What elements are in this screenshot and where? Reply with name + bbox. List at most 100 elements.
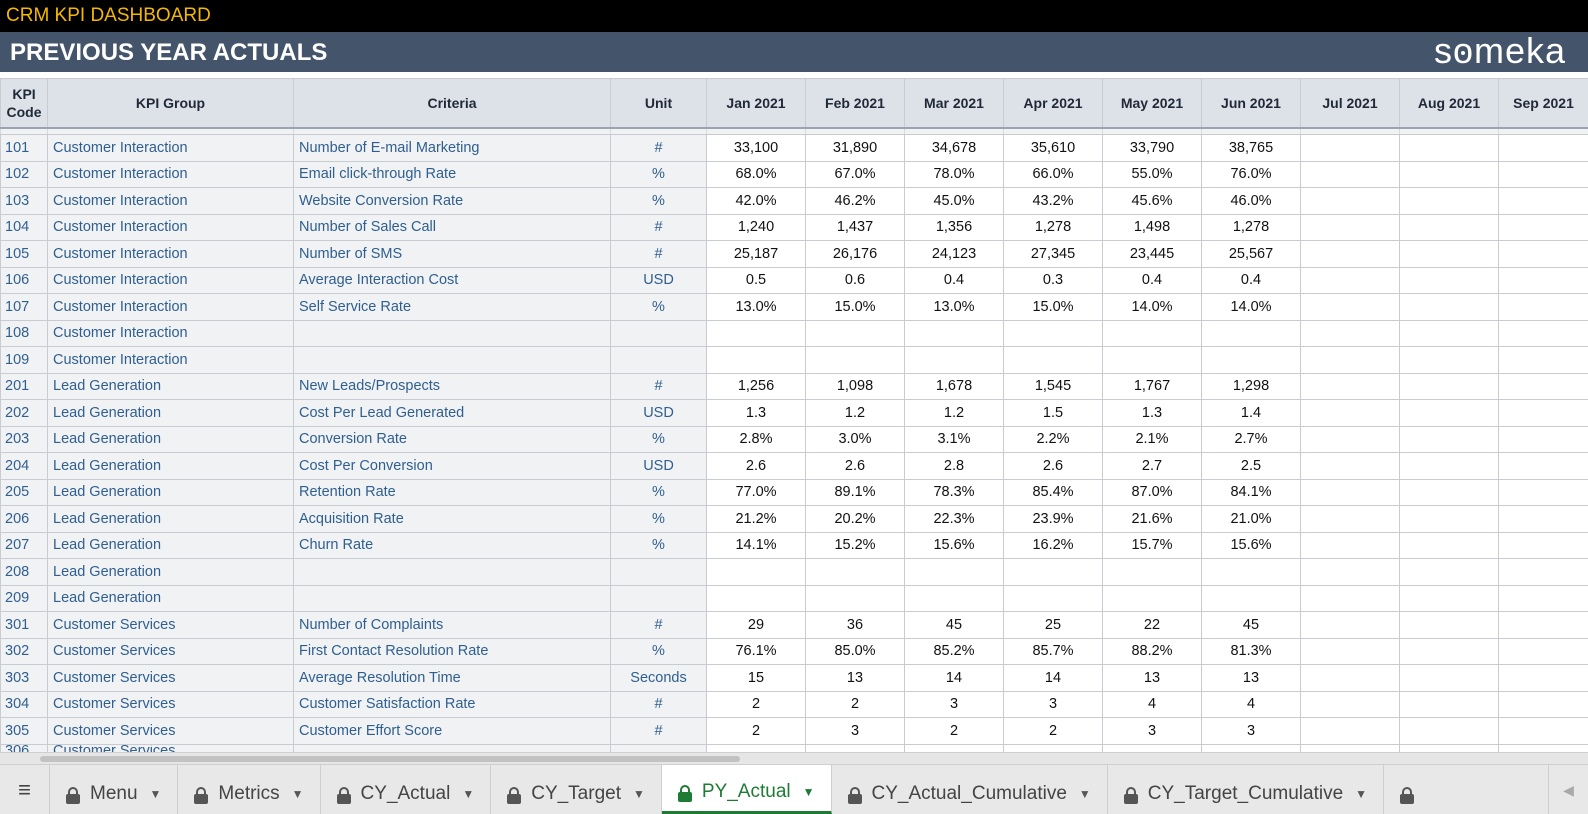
value-cell[interactable]: [706, 346, 806, 374]
criteria-cell[interactable]: Average Interaction Cost: [293, 266, 611, 294]
kpi-group-cell[interactable]: Lead Generation: [47, 505, 294, 533]
value-cell[interactable]: 2.7: [1102, 452, 1202, 480]
tab-py-actual[interactable]: PY_Actual ▼: [661, 765, 832, 814]
value-cell[interactable]: 42.0%: [706, 187, 806, 215]
value-cell[interactable]: 25: [1003, 611, 1103, 639]
value-cell[interactable]: 3.1%: [904, 425, 1004, 453]
tab-cy-target[interactable]: CY_Target ▼: [491, 765, 662, 814]
column-header[interactable]: Sep 2021: [1498, 78, 1588, 129]
value-cell[interactable]: 1.5: [1003, 399, 1103, 427]
value-cell[interactable]: 2.6: [706, 452, 806, 480]
value-cell[interactable]: [1498, 160, 1588, 188]
chevron-down-icon[interactable]: ▼: [1078, 786, 1091, 801]
value-cell[interactable]: 1,256: [706, 372, 806, 400]
chevron-down-icon[interactable]: ▼: [291, 786, 304, 801]
value-cell[interactable]: 81.3%: [1201, 637, 1301, 665]
value-cell[interactable]: [904, 743, 1004, 752]
value-cell[interactable]: [1300, 664, 1400, 692]
value-cell[interactable]: 1,278: [1003, 213, 1103, 241]
kpi-code-cell[interactable]: 107: [0, 293, 48, 321]
kpi-code-cell[interactable]: 105: [0, 240, 48, 268]
value-cell[interactable]: 45: [904, 611, 1004, 639]
kpi-group-cell[interactable]: Customer Services: [47, 743, 294, 752]
value-cell[interactable]: [1498, 293, 1588, 321]
value-cell[interactable]: 16.2%: [1003, 531, 1103, 559]
value-cell[interactable]: 45.0%: [904, 187, 1004, 215]
unit-cell[interactable]: [610, 584, 707, 612]
unit-cell[interactable]: Seconds: [610, 664, 707, 692]
value-cell[interactable]: [1399, 399, 1499, 427]
value-cell[interactable]: 1.2: [904, 399, 1004, 427]
criteria-cell[interactable]: First Contact Resolution Rate: [293, 637, 611, 665]
chevron-left-icon[interactable]: ◀: [1548, 765, 1588, 814]
value-cell[interactable]: 15.2%: [805, 531, 905, 559]
kpi-group-cell[interactable]: Customer Interaction: [47, 134, 294, 162]
value-cell[interactable]: [1399, 717, 1499, 745]
value-cell[interactable]: 1,298: [1201, 372, 1301, 400]
value-cell[interactable]: [1498, 531, 1588, 559]
value-cell[interactable]: 76.1%: [706, 637, 806, 665]
criteria-cell[interactable]: Number of SMS: [293, 240, 611, 268]
unit-cell[interactable]: #: [610, 240, 707, 268]
value-cell[interactable]: 25,187: [706, 240, 806, 268]
value-cell[interactable]: [1201, 346, 1301, 374]
kpi-group-cell[interactable]: Customer Interaction: [47, 240, 294, 268]
value-cell[interactable]: [1498, 743, 1588, 752]
value-cell[interactable]: [1498, 717, 1588, 745]
value-cell[interactable]: 13.0%: [904, 293, 1004, 321]
value-cell[interactable]: [1300, 637, 1400, 665]
value-cell[interactable]: [1399, 134, 1499, 162]
value-cell[interactable]: 13.0%: [706, 293, 806, 321]
column-header[interactable]: KPI Group: [47, 78, 294, 129]
kpi-code-cell[interactable]: 304: [0, 690, 48, 718]
value-cell[interactable]: 25,567: [1201, 240, 1301, 268]
value-cell[interactable]: 2: [706, 717, 806, 745]
value-cell[interactable]: 2.1%: [1102, 425, 1202, 453]
chevron-down-icon[interactable]: ▼: [462, 786, 475, 801]
value-cell[interactable]: [1498, 425, 1588, 453]
value-cell[interactable]: 14.0%: [1201, 293, 1301, 321]
value-cell[interactable]: 0.6: [805, 266, 905, 294]
criteria-cell[interactable]: [293, 558, 611, 586]
value-cell[interactable]: 85.2%: [904, 637, 1004, 665]
value-cell[interactable]: [706, 558, 806, 586]
unit-cell[interactable]: [610, 558, 707, 586]
value-cell[interactable]: 46.2%: [805, 187, 905, 215]
value-cell[interactable]: [1399, 690, 1499, 718]
tab-overflow[interactable]: [1384, 765, 1424, 814]
value-cell[interactable]: [805, 346, 905, 374]
value-cell[interactable]: 87.0%: [1102, 478, 1202, 506]
criteria-cell[interactable]: Self Service Rate: [293, 293, 611, 321]
value-cell[interactable]: 2.6: [1003, 452, 1103, 480]
unit-cell[interactable]: %: [610, 505, 707, 533]
value-cell[interactable]: [1003, 346, 1103, 374]
value-cell[interactable]: [1300, 187, 1400, 215]
value-cell[interactable]: 89.1%: [805, 478, 905, 506]
value-cell[interactable]: [1399, 505, 1499, 533]
kpi-group-cell[interactable]: Lead Generation: [47, 558, 294, 586]
value-cell[interactable]: [1498, 611, 1588, 639]
unit-cell[interactable]: USD: [610, 399, 707, 427]
value-cell[interactable]: [1201, 743, 1301, 752]
value-cell[interactable]: 2.5: [1201, 452, 1301, 480]
column-header[interactable]: KPI Code: [0, 78, 48, 129]
kpi-group-cell[interactable]: Customer Services: [47, 690, 294, 718]
kpi-code-cell[interactable]: 203: [0, 425, 48, 453]
value-cell[interactable]: [1102, 346, 1202, 374]
kpi-code-cell[interactable]: 206: [0, 505, 48, 533]
criteria-cell[interactable]: Customer Satisfaction Rate: [293, 690, 611, 718]
value-cell[interactable]: 33,790: [1102, 134, 1202, 162]
column-header[interactable]: Jun 2021: [1201, 78, 1301, 129]
criteria-cell[interactable]: [293, 743, 611, 752]
value-cell[interactable]: [904, 584, 1004, 612]
value-cell[interactable]: [1201, 319, 1301, 347]
column-header[interactable]: Mar 2021: [904, 78, 1004, 129]
value-cell[interactable]: 1,356: [904, 213, 1004, 241]
value-cell[interactable]: 78.3%: [904, 478, 1004, 506]
value-cell[interactable]: 85.7%: [1003, 637, 1103, 665]
column-header[interactable]: Jan 2021: [706, 78, 806, 129]
value-cell[interactable]: 85.4%: [1003, 478, 1103, 506]
kpi-group-cell[interactable]: Customer Interaction: [47, 213, 294, 241]
criteria-cell[interactable]: Conversion Rate: [293, 425, 611, 453]
kpi-group-cell[interactable]: Customer Interaction: [47, 187, 294, 215]
